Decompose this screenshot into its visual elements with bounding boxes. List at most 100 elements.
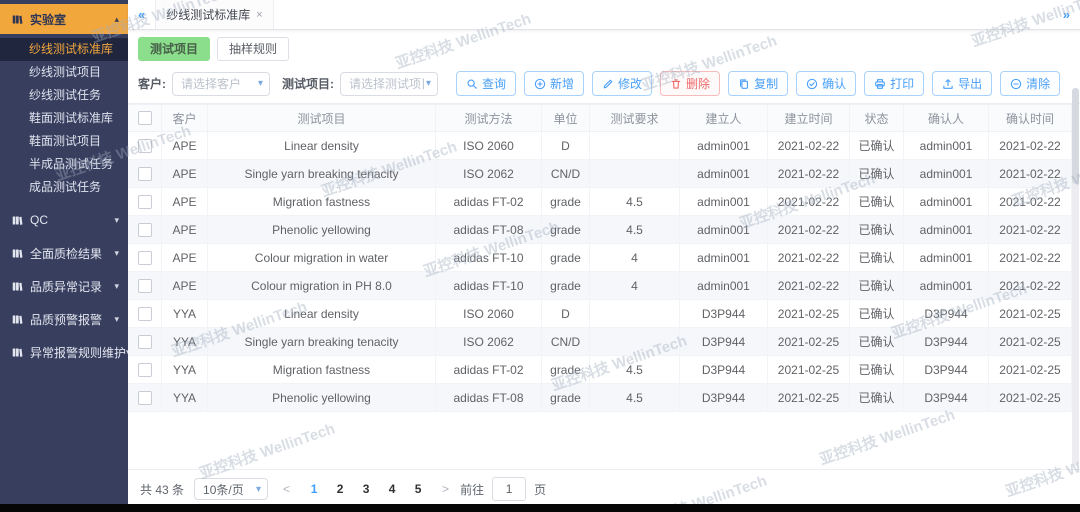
test-item-select[interactable]: 请选择测试项目 ▾ bbox=[340, 71, 438, 96]
row-checkbox[interactable] bbox=[137, 334, 152, 349]
table-cell: admin001 bbox=[680, 216, 768, 243]
table-cell: 2021-02-25 bbox=[768, 328, 850, 355]
modify-button[interactable]: 修改 bbox=[592, 71, 653, 96]
goto-page-input[interactable] bbox=[492, 477, 527, 501]
page-number[interactable]: 2 bbox=[336, 482, 344, 496]
table-cell: CN/D bbox=[542, 160, 590, 187]
button-label: 清除 bbox=[1026, 77, 1051, 91]
copy-button[interactable]: 复制 bbox=[728, 71, 789, 96]
sidebar-subitem[interactable]: 成品测试任务 bbox=[29, 180, 102, 194]
delete-button[interactable]: 删除 bbox=[660, 71, 721, 96]
button-label: 修改 bbox=[618, 77, 643, 91]
print-button[interactable]: 打印 bbox=[864, 71, 925, 96]
row-checkbox[interactable] bbox=[137, 138, 152, 153]
sidebar-subitem[interactable]: 纱线测试项目 bbox=[29, 65, 102, 79]
row-checkbox[interactable] bbox=[137, 362, 152, 377]
table-row[interactable]: YYA Migration fastness adidas FT-02 grade 4.… bbox=[128, 356, 1072, 384]
table-cell: Phenolic yellowing bbox=[208, 216, 436, 243]
confirm-button[interactable]: 确认 bbox=[796, 71, 857, 96]
table-cell: ISO 2062 bbox=[436, 160, 542, 187]
sidebar-item-quality-abnormal-records[interactable]: 品质异常记录 ▾ bbox=[0, 271, 128, 301]
table-cell: Phenolic yellowing bbox=[208, 384, 436, 411]
test-item-select-placeholder: 请选择测试项目 bbox=[349, 77, 424, 91]
sidebar-item-quality-warning-alerts[interactable]: 品质预警报警 ▾ bbox=[0, 304, 128, 334]
table-cell: 已确认 bbox=[850, 160, 904, 187]
menu-book-icon bbox=[12, 14, 23, 25]
page-number[interactable]: 3 bbox=[362, 482, 370, 496]
export-button[interactable]: 导出 bbox=[932, 71, 993, 96]
table-cell: D3P944 bbox=[904, 328, 989, 355]
page-number[interactable]: 4 bbox=[388, 482, 396, 496]
menu-book-icon bbox=[12, 215, 23, 226]
table-cell: YYA bbox=[162, 300, 208, 327]
table-row[interactable]: APE Phenolic yellowing adidas FT-08 grade 4.… bbox=[128, 216, 1072, 244]
row-checkbox-cell bbox=[128, 272, 162, 299]
row-checkbox[interactable] bbox=[137, 194, 152, 209]
table-cell: admin001 bbox=[904, 216, 989, 243]
caret-down-icon: ▾ bbox=[114, 214, 119, 225]
row-checkbox[interactable] bbox=[137, 222, 152, 237]
sidebar-subitem[interactable]: 鞋面测试项目 bbox=[29, 134, 102, 148]
sidebar-item-qc[interactable]: QC ▾ bbox=[0, 205, 128, 235]
row-checkbox-cell bbox=[128, 132, 162, 159]
tabbar-overflow-icon[interactable]: » bbox=[1062, 7, 1070, 22]
table-cell: YYA bbox=[162, 356, 208, 383]
add-button[interactable]: 新增 bbox=[524, 71, 585, 96]
table-row[interactable]: YYA Single yarn breaking tenacity ISO 2062… bbox=[128, 328, 1072, 356]
row-checkbox[interactable] bbox=[137, 306, 152, 321]
table-row[interactable]: APE Colour migration in PH 8.0 adidas FT-1… bbox=[128, 272, 1072, 300]
sidebar-subitem[interactable]: 半成品测试任务 bbox=[29, 157, 114, 171]
page-number[interactable]: 5 bbox=[414, 482, 422, 496]
sidebar-subitem[interactable]: 纱线测试标准库 bbox=[0, 38, 128, 61]
row-checkbox[interactable] bbox=[137, 166, 152, 181]
table-row[interactable]: YYA Phenolic yellowing adidas FT-08 grade 4.… bbox=[128, 384, 1072, 412]
select-all-checkbox[interactable] bbox=[137, 111, 152, 125]
clear-button[interactable]: 清除 bbox=[1000, 71, 1061, 96]
sidebar-item-full-quality-results[interactable]: 全面质检结果 ▾ bbox=[0, 238, 128, 268]
row-checkbox[interactable] bbox=[137, 278, 152, 293]
export-icon bbox=[942, 78, 954, 90]
sidebar-item-abnormal-alert-rules[interactable]: 异常报警规则维护▾ bbox=[0, 337, 128, 367]
page-size-select[interactable]: 10条/页 ▾ bbox=[194, 478, 269, 500]
sidebar: 实验室 ▴ 纱线测试标准库纱线测试项目 纱线测试任务 鞋面测试标准库 鞋面测试项目 半成品测… bbox=[0, 0, 128, 512]
tab-yarn-test-standard-library[interactable]: 纱线测试标准库 × bbox=[155, 0, 274, 29]
prev-page-icon[interactable]: < bbox=[283, 482, 291, 496]
table-cell: 2021-02-22 bbox=[989, 160, 1072, 187]
table-row[interactable]: YYA Linear density ISO 2060 D D3P944 2021-02-… bbox=[128, 300, 1072, 328]
row-checkbox-cell bbox=[128, 188, 162, 215]
sidebar-item-laboratory[interactable]: 实验室 ▴ bbox=[0, 4, 128, 34]
sidebar-subitem[interactable]: 鞋面测试标准库 bbox=[29, 111, 114, 125]
subtab-sampling-rules[interactable]: 抽样规则 bbox=[217, 37, 290, 61]
table-cell: APE bbox=[162, 132, 208, 159]
table-cell bbox=[590, 132, 680, 159]
sidebar-subitem[interactable]: 纱线测试任务 bbox=[29, 88, 102, 102]
table-cell: ISO 2060 bbox=[436, 300, 542, 327]
table-scrollbar[interactable] bbox=[1072, 88, 1079, 466]
button-label: 打印 bbox=[890, 77, 915, 91]
menu-book-icon bbox=[12, 314, 23, 325]
column-header: 测试项目 bbox=[208, 105, 436, 131]
tab-label: 纱线测试标准库 bbox=[166, 8, 251, 22]
column-header: 建立时间 bbox=[768, 105, 850, 131]
table-row[interactable]: APE Colour migration in water adidas FT-10… bbox=[128, 244, 1072, 272]
tab-close-icon[interactable]: × bbox=[256, 8, 263, 21]
query-button[interactable]: 查询 bbox=[456, 71, 517, 96]
table-cell: APE bbox=[162, 188, 208, 215]
subtab-test-items[interactable]: 测试项目 bbox=[138, 37, 211, 61]
table-cell: 2021-02-22 bbox=[989, 244, 1072, 271]
subtabs: 测试项目 抽样规则 bbox=[128, 30, 1080, 66]
page-number[interactable]: 1 bbox=[310, 482, 318, 496]
table-row[interactable]: APE Migration fastness adidas FT-02 grade 4.… bbox=[128, 188, 1072, 216]
scrollbar-thumb[interactable] bbox=[1072, 88, 1079, 184]
table-cell: admin001 bbox=[904, 244, 989, 271]
table-cell bbox=[590, 160, 680, 187]
next-page-icon[interactable]: > bbox=[442, 482, 450, 496]
row-checkbox[interactable] bbox=[137, 250, 152, 265]
table-row[interactable]: APE Single yarn breaking tenacity ISO 2062… bbox=[128, 160, 1072, 188]
table-cell: 已确认 bbox=[850, 300, 904, 327]
table-cell: 2021-02-25 bbox=[768, 300, 850, 327]
sidebar-collapse-icon[interactable]: « bbox=[138, 7, 146, 22]
row-checkbox[interactable] bbox=[137, 390, 152, 405]
customer-select[interactable]: 请选择客户 ▾ bbox=[172, 71, 270, 96]
